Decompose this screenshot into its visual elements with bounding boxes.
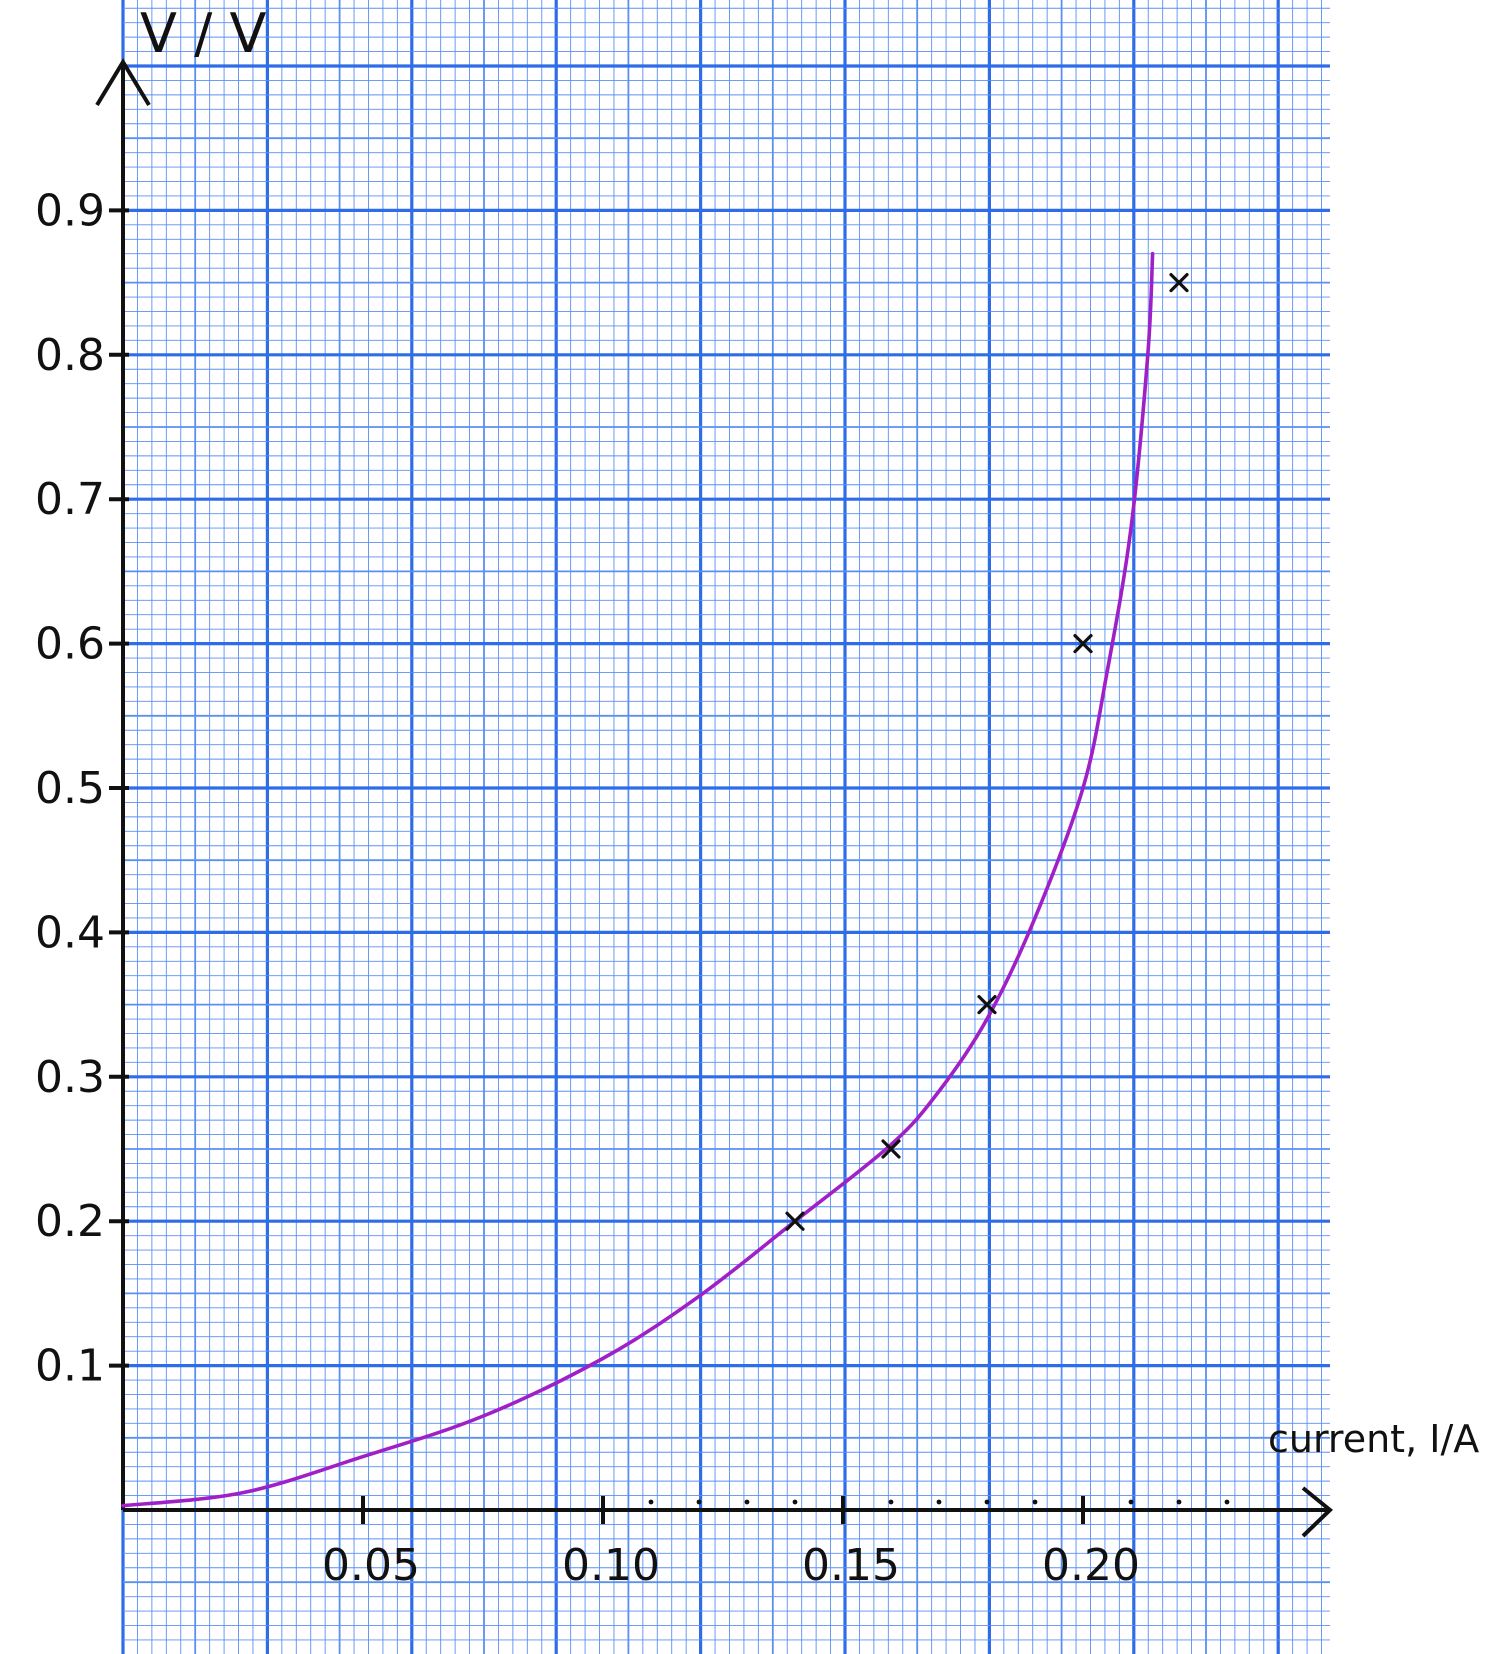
cross-stroke-b	[1073, 633, 1093, 654]
x-minor-tick-dot	[1032, 1499, 1038, 1505]
x-minor-tick-dot	[936, 1499, 942, 1505]
y-axis-arrowhead	[95, 58, 151, 107]
y-tick-label: 0.1	[35, 1341, 105, 1392]
x-minor-tick-dot	[648, 1499, 654, 1505]
x-minor-tick-dot	[1176, 1499, 1182, 1505]
y-tick-label: 0.4	[35, 907, 105, 958]
cross-stroke-b	[1169, 273, 1189, 293]
data-point-cross	[977, 994, 997, 1015]
data-point-cross	[881, 1139, 901, 1159]
curve-layer	[121, 251, 1155, 1508]
data-points	[785, 273, 1189, 1231]
fitted-curve	[121, 251, 1155, 1508]
y-tick-label: 0.3	[35, 1052, 105, 1103]
y-tick-label: 0.2	[35, 1196, 105, 1247]
x-minor-tick-dot	[792, 1499, 798, 1505]
x-tick-label: 0.20	[1042, 1540, 1140, 1591]
cross-stroke-b	[785, 1211, 805, 1231]
x-axis-arrowhead	[1301, 1486, 1334, 1538]
graph-paper-grid	[121, 0, 1330, 1654]
y-tick-label: 0.7	[35, 474, 105, 525]
y-tick-label: 0.8	[35, 330, 105, 381]
x-minor-tick-dot	[744, 1499, 750, 1505]
x-tick-label: 0.15	[802, 1540, 900, 1591]
x-minor-tick-dot	[888, 1499, 894, 1505]
y-axis-title: V / V	[140, 2, 266, 65]
x-tick-label: 0.10	[562, 1540, 660, 1591]
tick-labels: 0.1 0.2 0.3 0.4 0.5 0.6 0.7 0.8 0.9 0.05 0.10 0.15 0…	[35, 185, 1140, 1591]
y-tick-label: 0.9	[35, 185, 105, 236]
cross-stroke-b	[977, 994, 997, 1015]
cross-stroke-b	[881, 1139, 901, 1159]
x-minor-tick-dot	[1128, 1499, 1134, 1505]
tick-marks	[109, 208, 1230, 1524]
y-tick-label: 0.6	[35, 619, 105, 670]
data-point-cross	[1169, 273, 1189, 293]
x-axis-title: current, I/A	[1268, 1417, 1479, 1461]
data-point-cross	[785, 1211, 805, 1231]
x-tick-label: 0.05	[322, 1540, 420, 1591]
x-minor-tick-dot	[1224, 1499, 1230, 1505]
x-minor-tick-dot	[984, 1499, 990, 1505]
y-tick-label: 0.5	[35, 763, 105, 814]
data-point-cross	[1073, 633, 1093, 654]
x-minor-tick-dot	[696, 1499, 702, 1505]
